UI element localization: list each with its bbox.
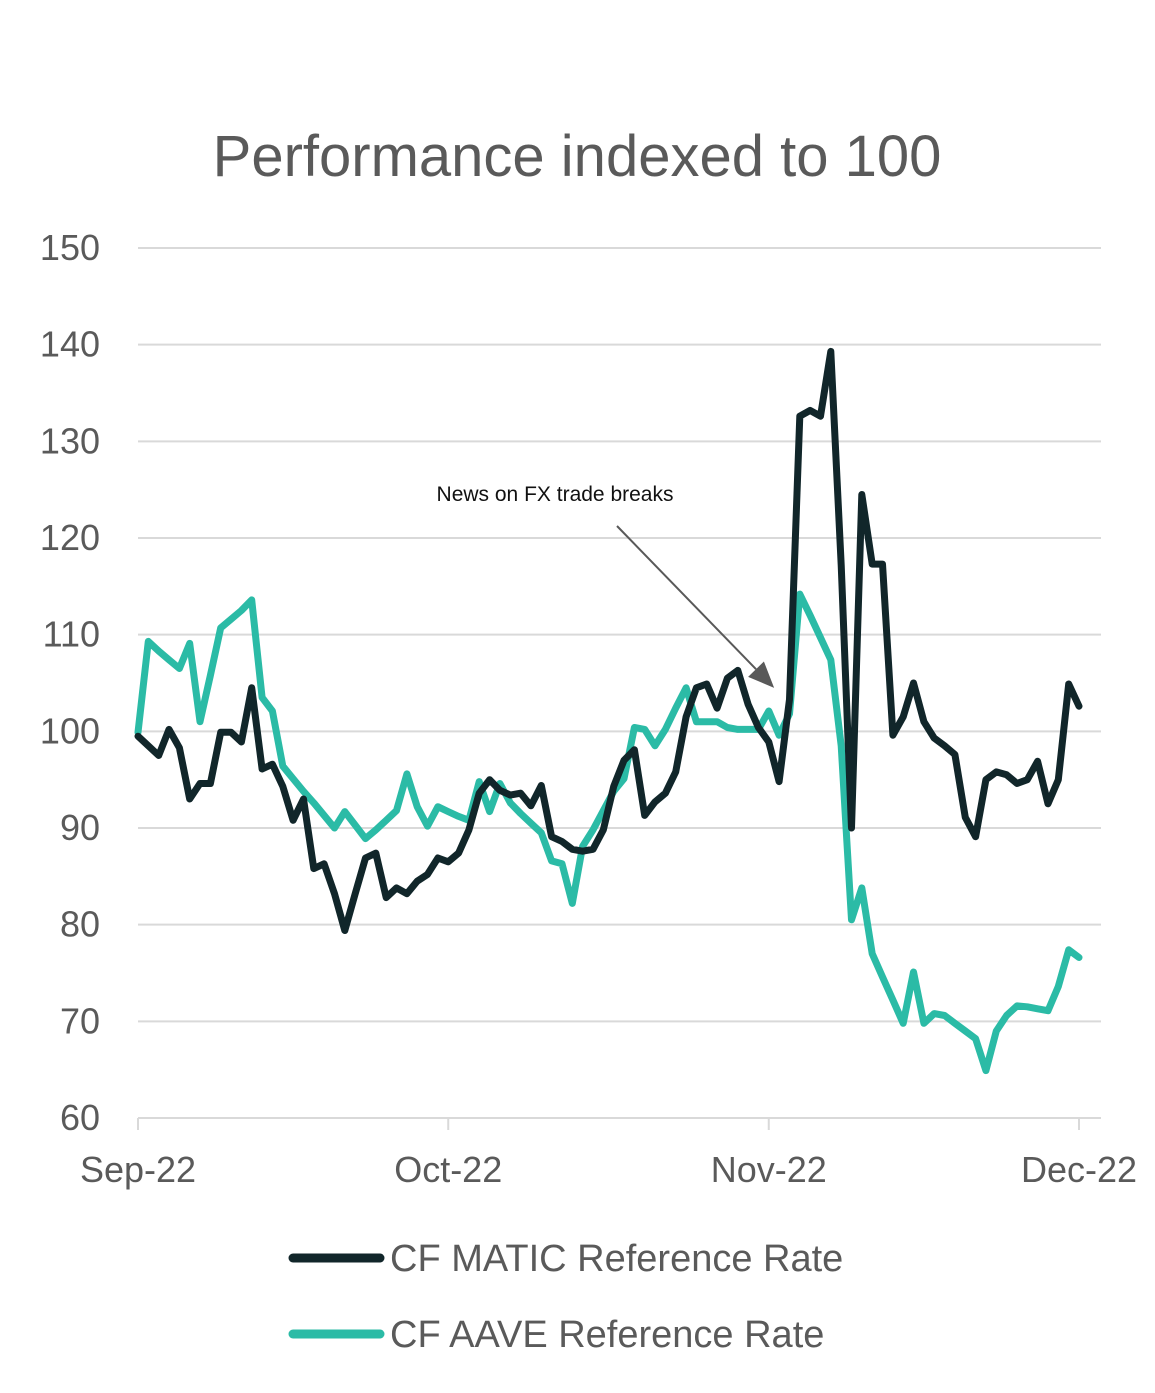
y-tick-label: 60 bbox=[60, 1097, 100, 1138]
annotation-arrow-head bbox=[748, 661, 775, 688]
series-line-aave bbox=[134, 590, 1083, 1075]
series-line-matic bbox=[134, 347, 1083, 934]
y-tick-label: 150 bbox=[40, 227, 100, 268]
series-lines bbox=[134, 347, 1083, 1075]
y-tick-label: 80 bbox=[60, 904, 100, 945]
y-tick-label: 120 bbox=[40, 517, 100, 558]
x-tick-label: Sep-22 bbox=[80, 1149, 196, 1190]
x-tick-label: Nov-22 bbox=[711, 1149, 827, 1190]
y-tick-label: 130 bbox=[40, 420, 100, 461]
y-tick-label: 110 bbox=[43, 614, 100, 655]
y-tick-label: 90 bbox=[60, 807, 100, 848]
y-tick-label: 70 bbox=[60, 1000, 100, 1041]
y-tick-label: 140 bbox=[40, 324, 100, 365]
chart-title: Performance indexed to 100 bbox=[213, 124, 942, 189]
x-axis: Sep-22 Oct-22 Nov-22 Dec-22 bbox=[80, 1117, 1137, 1190]
y-tick-label: 100 bbox=[40, 710, 100, 751]
x-tick-label: Oct-22 bbox=[394, 1149, 502, 1190]
gridlines bbox=[138, 247, 1101, 1119]
y-axis-ticks: 60 70 80 90 100 110 120 130 140 150 bbox=[40, 227, 100, 1138]
legend-label-aave: CF AAVE Reference Rate bbox=[390, 1314, 824, 1356]
annotation-label: News on FX trade breaks bbox=[437, 483, 674, 506]
x-tick-label: Dec-22 bbox=[1021, 1149, 1137, 1190]
legend: CF MATIC Reference Rate CF AAVE Reference… bbox=[288, 1238, 843, 1356]
annotation: News on FX trade breaks bbox=[437, 483, 775, 688]
annotation-arrow bbox=[616, 525, 757, 670]
legend-label-matic: CF MATIC Reference Rate bbox=[390, 1238, 843, 1280]
